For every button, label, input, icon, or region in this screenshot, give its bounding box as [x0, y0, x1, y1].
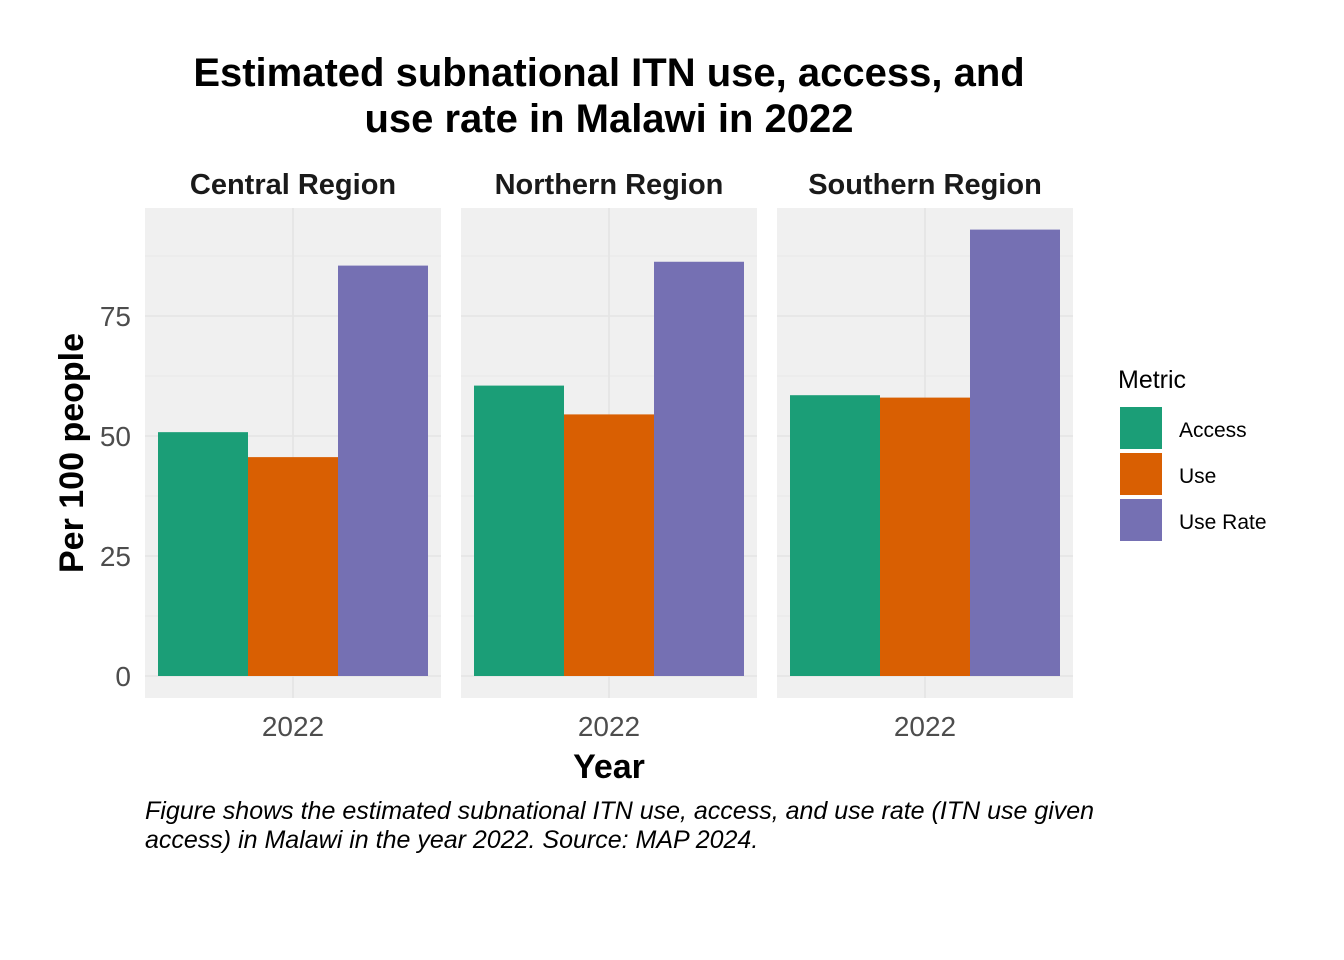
y-axis-title: Per 100 people	[53, 333, 91, 573]
caption-line: access) in Malawi in the year 2022. Sour…	[145, 826, 758, 854]
bar-use	[880, 397, 970, 676]
legend: Metric Access Use Use Rate	[1118, 366, 1267, 541]
x-tick-label: 2022	[578, 711, 640, 742]
y-axis: 0 25 50 75	[100, 301, 131, 692]
legend-swatch	[1120, 453, 1162, 495]
bar-use-rate	[970, 229, 1060, 676]
legend-item: Access	[1120, 407, 1247, 449]
legend-label: Use Rate	[1179, 511, 1267, 534]
legend-swatch	[1120, 499, 1162, 541]
legend-item: Use Rate	[1120, 499, 1267, 541]
facet-strip-label: Northern Region	[495, 169, 724, 201]
x-axis-title: Year	[573, 748, 645, 786]
y-tick-label: 50	[100, 421, 131, 452]
bar-access	[790, 395, 880, 676]
legend-label: Access	[1179, 419, 1247, 442]
facet-strip-label: Southern Region	[808, 169, 1042, 201]
bar-use-rate	[654, 261, 744, 676]
x-tick-label: 2022	[262, 711, 324, 742]
bar-access	[474, 385, 564, 676]
legend-swatch	[1120, 407, 1162, 449]
x-tick-label: 2022	[894, 711, 956, 742]
facet-strip-label: Central Region	[190, 169, 396, 201]
bar-use-rate	[338, 265, 428, 676]
y-tick-label: 75	[100, 301, 131, 332]
chart-title: Estimated subnational ITN use, access, a…	[193, 51, 1024, 141]
legend-title: Metric	[1118, 366, 1186, 394]
y-tick-label: 25	[100, 541, 131, 572]
legend-label: Use	[1179, 465, 1216, 488]
bar-access	[158, 432, 248, 676]
legend-item: Use	[1120, 453, 1216, 495]
bar-use	[248, 457, 338, 676]
caption-line: Figure shows the estimated subnational I…	[145, 797, 1094, 825]
facet-panel: Southern Region 2022	[777, 169, 1073, 742]
bar-use	[564, 414, 654, 676]
figure-caption: Figure shows the estimated subnational I…	[145, 797, 1094, 854]
y-tick-label: 0	[115, 661, 131, 692]
facet-panel: Northern Region 2022	[461, 169, 757, 742]
chart-title-line: use rate in Malawi in 2022	[364, 97, 853, 141]
facet-panel: Central Region 2022	[145, 169, 441, 742]
chart-title-line: Estimated subnational ITN use, access, a…	[193, 51, 1024, 95]
